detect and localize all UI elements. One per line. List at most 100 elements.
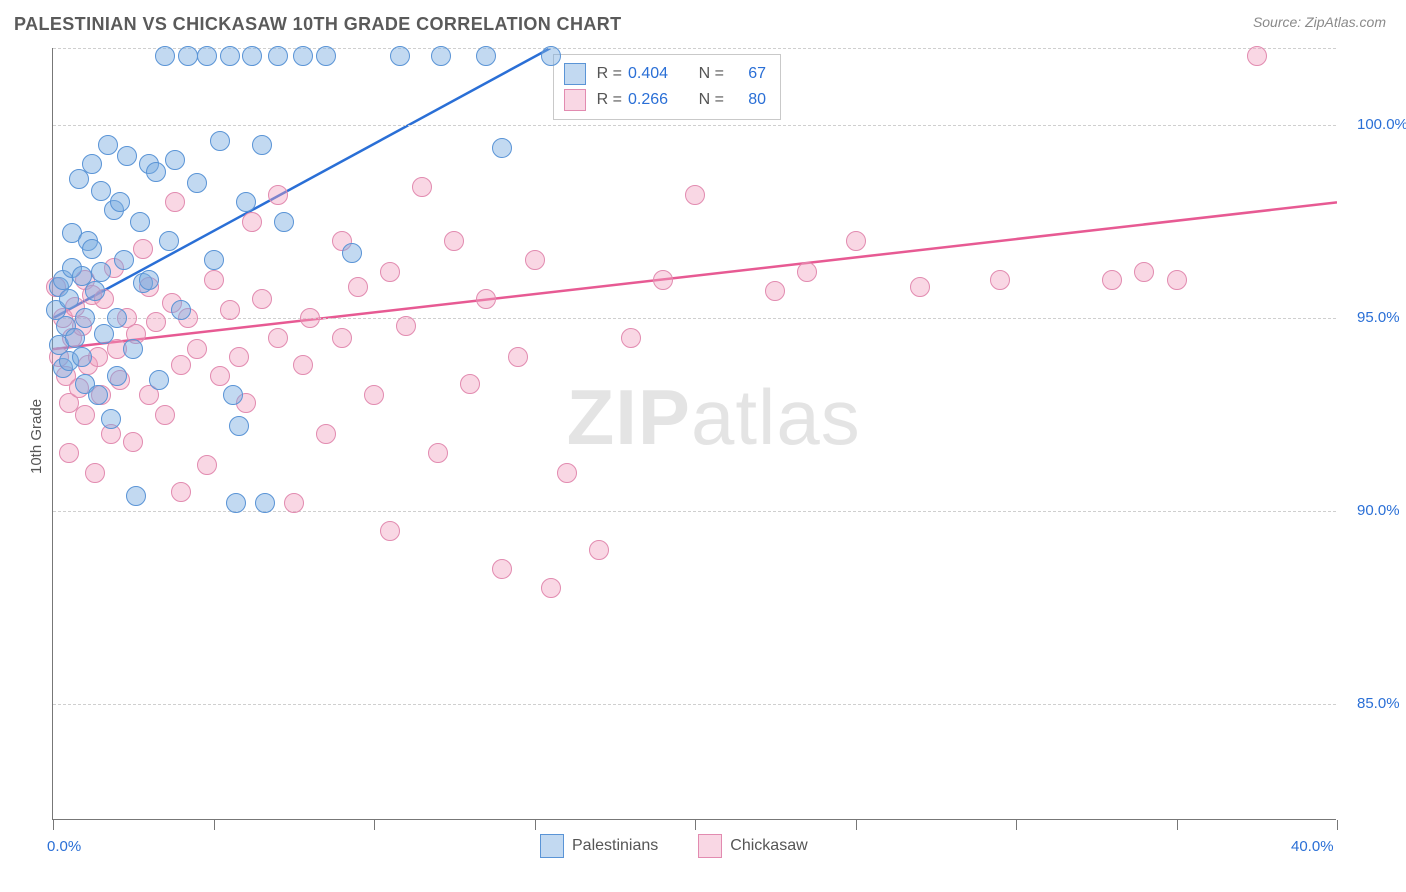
scatter-point-chickasaw [252,289,272,309]
legend-label: Chickasaw [730,837,807,854]
source-label: Source: ZipAtlas.com [1253,14,1386,30]
scatter-point-palestinians [159,231,179,251]
chart-plot-area: R =0.404N =67R =0.266N =80 ZIPatlas 85.0… [52,48,1336,820]
scatter-point-palestinians [476,46,496,66]
stats-n-value: 80 [730,91,766,109]
scatter-point-palestinians [268,46,288,66]
stats-box: R =0.404N =67R =0.266N =80 [553,54,781,120]
legend-swatch-palestinians [540,834,564,858]
scatter-point-palestinians [114,250,134,270]
x-tick-mark [1337,820,1338,830]
stats-row-palestinians: R =0.404N =67 [564,61,766,87]
scatter-point-chickasaw [541,578,561,598]
chart-title: PALESTINIAN VS CHICKASAW 10TH GRADE CORR… [14,14,622,35]
scatter-point-chickasaw [146,312,166,332]
x-tick-mark [535,820,536,830]
legend-item-chickasaw: Chickasaw [698,834,807,858]
scatter-point-chickasaw [557,463,577,483]
scatter-point-chickasaw [1167,270,1187,290]
scatter-point-palestinians [204,250,224,270]
scatter-point-chickasaw [396,316,416,336]
scatter-point-chickasaw [846,231,866,251]
scatter-point-chickasaw [300,308,320,328]
stats-n-label: N = [694,65,724,83]
scatter-point-chickasaw [1247,46,1267,66]
scatter-point-palestinians [197,46,217,66]
scatter-point-palestinians [316,46,336,66]
scatter-point-palestinians [210,131,230,151]
y-tick-label: 85.0% [1357,695,1400,712]
scatter-point-palestinians [149,370,169,390]
scatter-point-palestinians [274,212,294,232]
scatter-point-chickasaw [242,212,262,232]
legend-item-palestinians: Palestinians [540,834,658,858]
scatter-point-palestinians [252,135,272,155]
scatter-point-chickasaw [1102,270,1122,290]
legend: Palestinians Chickasaw [540,834,808,858]
stats-r-value: 0.266 [628,91,688,109]
scatter-point-palestinians [155,46,175,66]
scatter-point-palestinians [139,270,159,290]
gridline [53,318,1336,319]
scatter-point-chickasaw [412,177,432,197]
scatter-point-palestinians [165,150,185,170]
scatter-point-palestinians [178,46,198,66]
scatter-point-chickasaw [155,405,175,425]
scatter-point-palestinians [146,162,166,182]
scatter-point-palestinians [342,243,362,263]
scatter-point-chickasaw [380,262,400,282]
scatter-point-chickasaw [621,328,641,348]
scatter-point-chickasaw [197,455,217,475]
scatter-point-chickasaw [210,366,230,386]
scatter-point-palestinians [82,154,102,174]
scatter-point-chickasaw [380,521,400,541]
scatter-point-palestinians [59,289,79,309]
x-tick-mark [1177,820,1178,830]
x-tick-mark [214,820,215,830]
scatter-point-chickasaw [589,540,609,560]
scatter-point-chickasaw [85,463,105,483]
scatter-point-chickasaw [525,250,545,270]
x-tick-mark [856,820,857,830]
scatter-point-palestinians [390,46,410,66]
scatter-point-palestinians [220,46,240,66]
trend-line-palestinians [53,48,551,318]
y-axis-label: 10th Grade [28,399,45,474]
scatter-point-chickasaw [123,432,143,452]
scatter-point-chickasaw [460,374,480,394]
scatter-point-chickasaw [653,270,673,290]
y-tick-label: 95.0% [1357,309,1400,326]
stats-swatch-palestinians [564,63,586,85]
scatter-point-chickasaw [910,277,930,297]
scatter-point-chickasaw [332,328,352,348]
scatter-point-chickasaw [75,405,95,425]
x-tick-mark [53,820,54,830]
y-tick-label: 100.0% [1357,116,1406,133]
scatter-point-palestinians [101,409,121,429]
stats-r-label: R = [592,65,622,83]
scatter-point-chickasaw [133,239,153,259]
stats-r-value: 0.404 [628,65,688,83]
scatter-point-chickasaw [685,185,705,205]
x-tick-mark [695,820,696,830]
scatter-point-palestinians [293,46,313,66]
scatter-point-palestinians [91,181,111,201]
scatter-point-chickasaw [204,270,224,290]
scatter-point-palestinians [72,347,92,367]
scatter-point-chickasaw [171,355,191,375]
gridline [53,704,1336,705]
scatter-point-chickasaw [293,355,313,375]
scatter-point-palestinians [91,262,111,282]
scatter-point-palestinians [242,46,262,66]
scatter-point-palestinians [82,239,102,259]
scatter-point-chickasaw [268,328,288,348]
scatter-point-palestinians [65,328,85,348]
scatter-point-chickasaw [268,185,288,205]
scatter-point-chickasaw [990,270,1010,290]
scatter-point-chickasaw [220,300,240,320]
scatter-point-chickasaw [229,347,249,367]
scatter-point-palestinians [98,135,118,155]
x-tick-label: 40.0% [1291,838,1334,855]
scatter-point-palestinians [117,146,137,166]
scatter-point-palestinians [541,46,561,66]
